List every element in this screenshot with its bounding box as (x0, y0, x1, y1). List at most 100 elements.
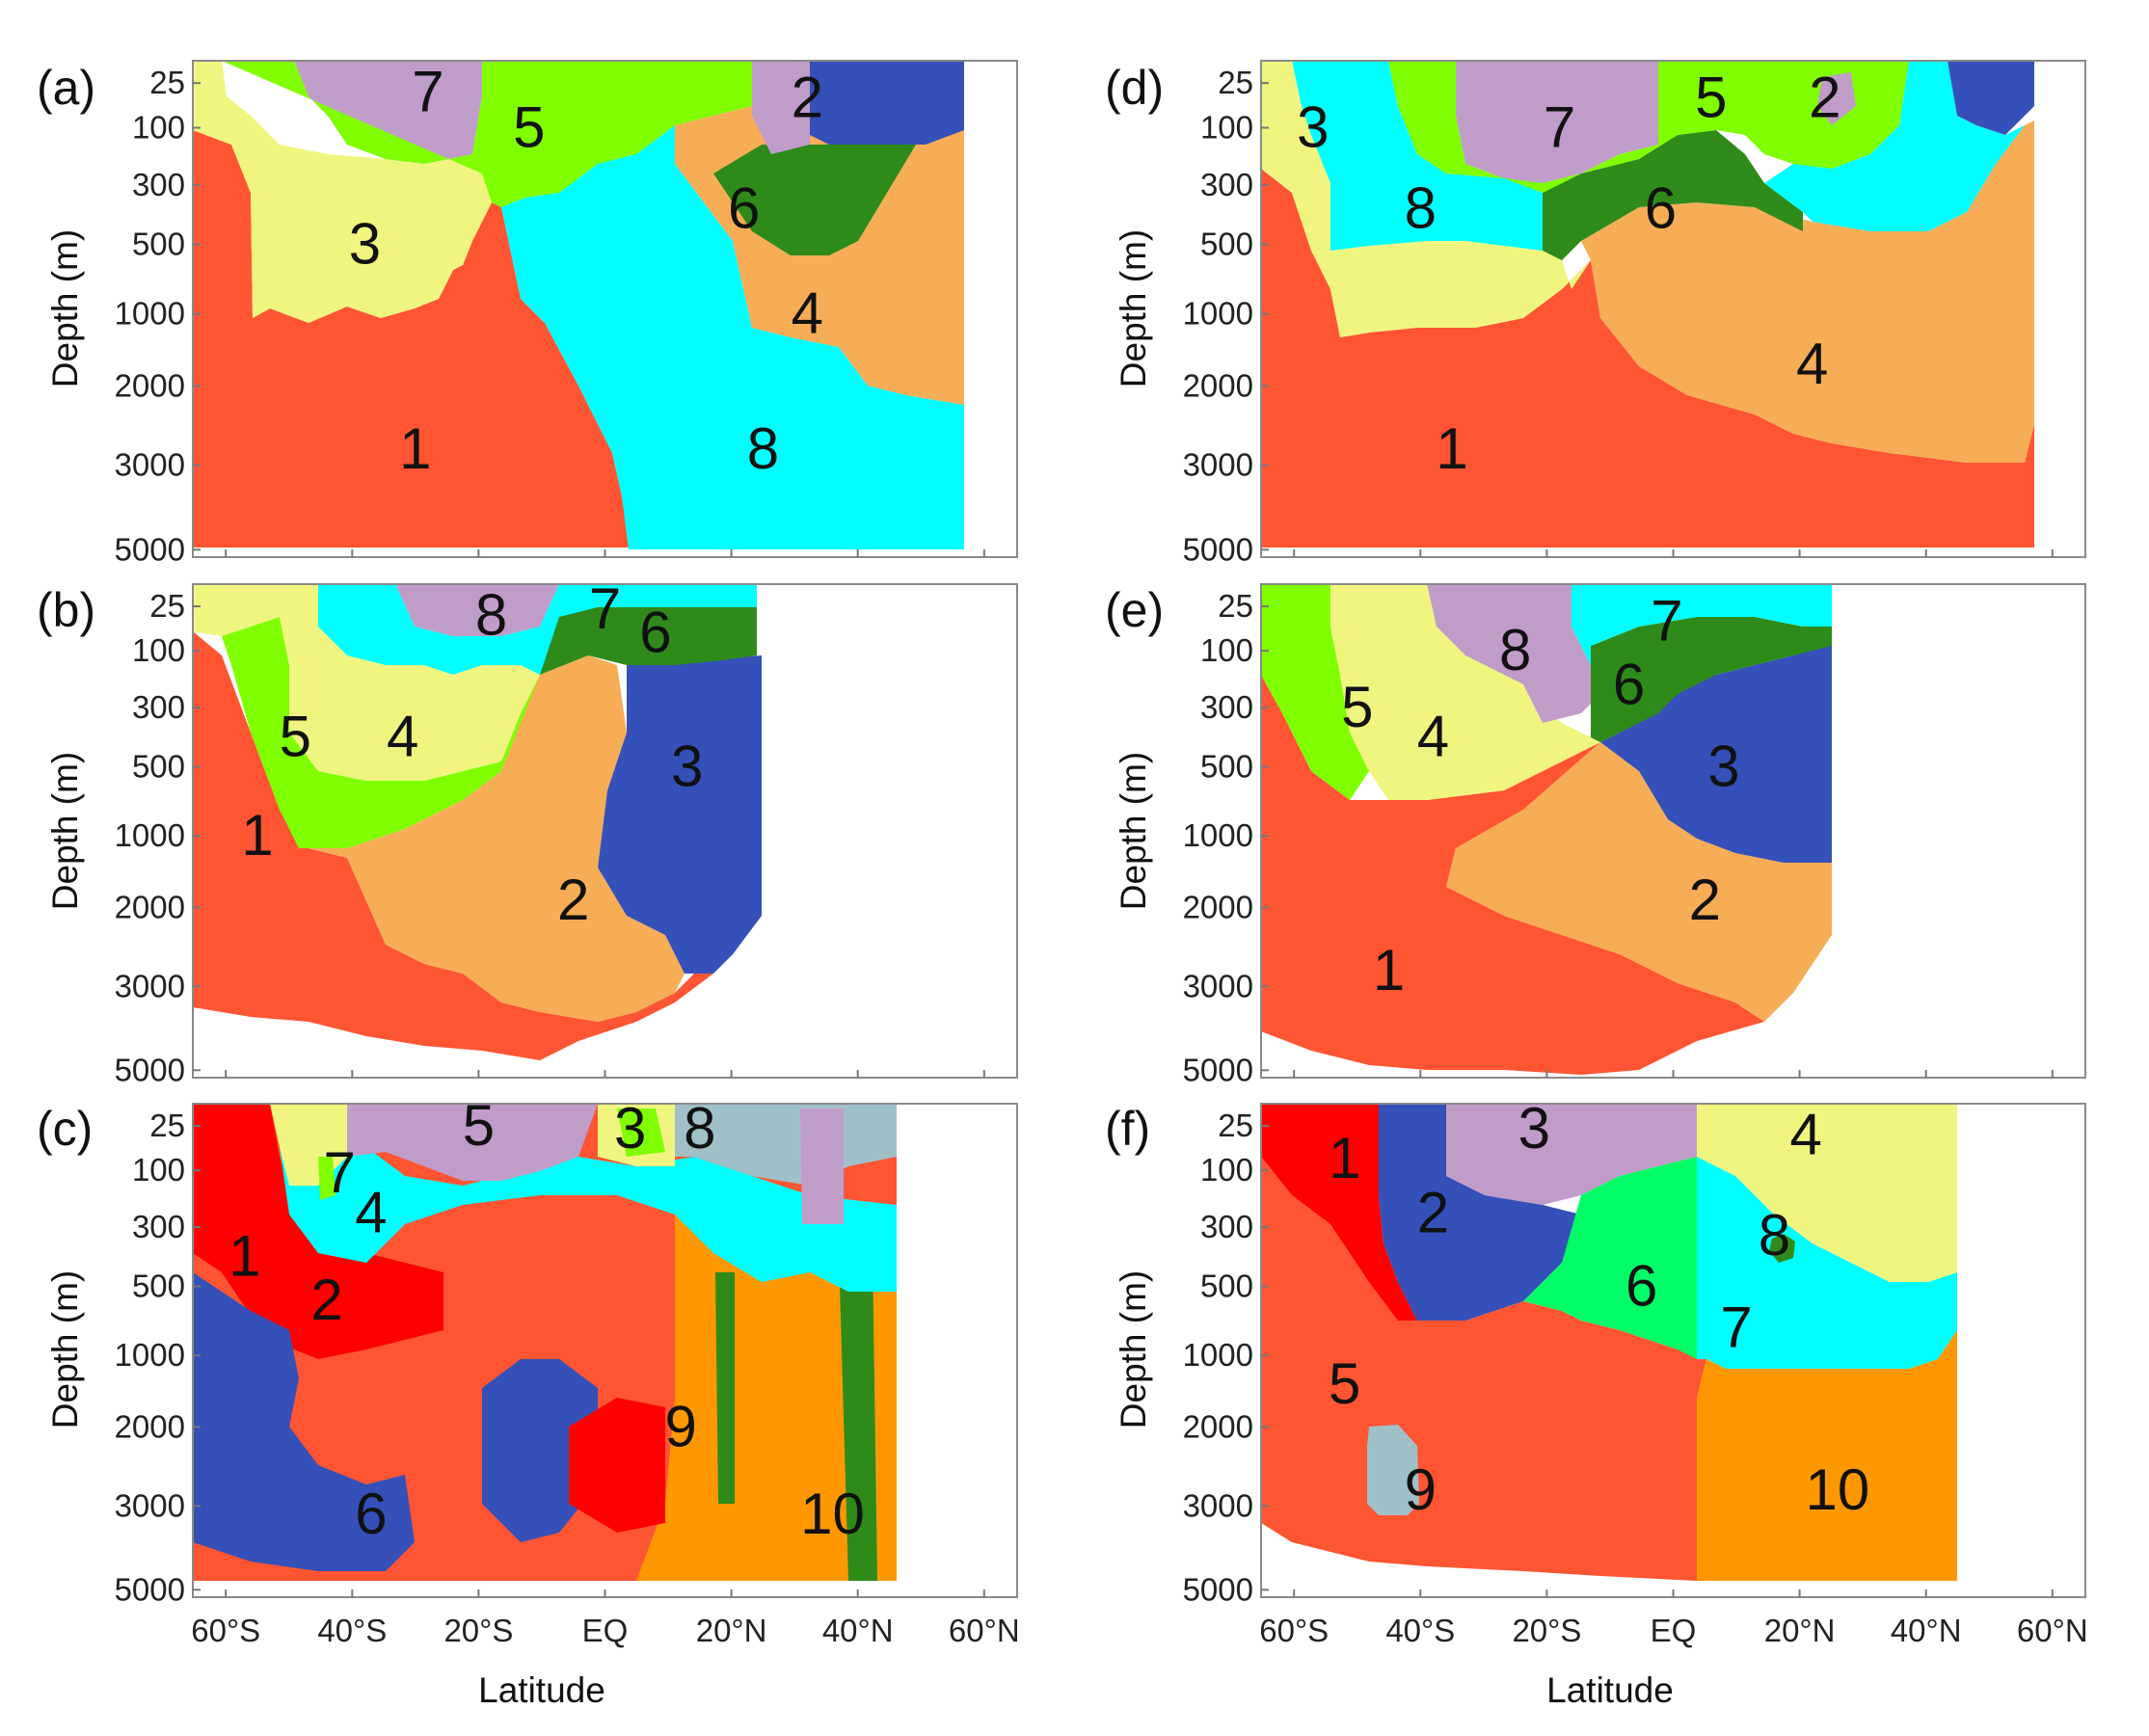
y-tick-label: 5000 (115, 531, 185, 567)
panel-e (1261, 584, 1832, 1075)
region-label: 2 (1809, 66, 1840, 130)
region-label: 1 (228, 1224, 260, 1289)
y-tick-label: 3000 (115, 447, 185, 483)
region-5-shape (347, 1104, 598, 1181)
y-tick-label: 5000 (1183, 1052, 1253, 1087)
region-2-shape (299, 655, 685, 1022)
y-tick-label: 5000 (1183, 531, 1253, 567)
y-tick-label: 2000 (1183, 1408, 1253, 1444)
region-label: 3 (1297, 95, 1329, 160)
region-7-shape (1697, 1157, 1957, 1369)
y-tick-label: 100 (132, 632, 185, 668)
y-tick-label: 5000 (115, 1052, 185, 1087)
region-2-shape (1948, 61, 2034, 135)
region-5-shape (1388, 61, 1909, 193)
region-9-strip-shape (715, 1272, 735, 1504)
region-7-shape (318, 584, 757, 675)
region-label: 1 (241, 803, 273, 868)
region-label: 1 (1436, 416, 1467, 481)
y-tick-label: 1000 (115, 817, 185, 853)
region-label: 3 (671, 734, 703, 798)
region-label: 8 (684, 1096, 715, 1161)
region-label: 8 (1405, 175, 1437, 240)
y-tick-label: 300 (1200, 689, 1253, 725)
x-tick-label: 40°N (822, 1613, 894, 1648)
region-8b-shape (800, 1108, 844, 1224)
y-axis-title: Depth (m) (45, 1270, 85, 1429)
region-8-shape (501, 125, 964, 549)
region-label: 4 (1789, 1102, 1821, 1166)
region-label: 3 (1707, 734, 1739, 798)
region-4-shape (193, 584, 540, 781)
y-tick-label: 25 (149, 65, 185, 100)
panel-label: (d) (1105, 61, 1164, 115)
region-label: 3 (614, 1096, 646, 1161)
region-label: 7 (1720, 1295, 1752, 1359)
region-9-shape (1367, 1425, 1419, 1515)
region-5-shape (222, 61, 752, 207)
region-1-shape (1261, 675, 1764, 1075)
panel-label: (e) (1105, 583, 1164, 637)
region-label: 6 (355, 1482, 387, 1546)
x-tick-label: 20°S (443, 1613, 513, 1648)
panel-label: (f) (1105, 1102, 1150, 1156)
y-tick-label: 5000 (1183, 1571, 1253, 1607)
x-tick-label: EQ (1651, 1613, 1697, 1648)
y-tick-label: 300 (132, 167, 185, 202)
y-tick-label: 25 (1218, 1108, 1253, 1143)
region-4-shape (1697, 1104, 1957, 1282)
region-4-shape (1330, 584, 1600, 800)
y-tick-label: 5000 (115, 1571, 185, 1607)
region-label: 9 (664, 1394, 696, 1458)
x-tick-label: 60°S (191, 1613, 260, 1648)
region-label: 7 (1651, 588, 1682, 653)
y-tick-label: 300 (1200, 1209, 1253, 1244)
region-7-shape (1456, 61, 1658, 183)
region-label: 5 (463, 1093, 495, 1158)
y-tick-label: 100 (1200, 110, 1253, 146)
region-3-shape (1261, 61, 1591, 337)
region-1-shape (1261, 169, 2034, 548)
region-label: 5 (1329, 1351, 1360, 1416)
region-label: 4 (355, 1180, 387, 1244)
x-tick-label: 60°S (1259, 1613, 1329, 1648)
y-tick-label: 3000 (1183, 968, 1253, 1003)
region-8-shape (1769, 1234, 1795, 1263)
region-4-shape (1581, 120, 2034, 463)
y-tick-label: 1000 (1183, 1337, 1253, 1373)
region-label: 9 (1405, 1457, 1437, 1522)
region-label: 8 (1759, 1203, 1790, 1268)
panel-d (1261, 61, 2034, 548)
y-tick-label: 100 (1200, 632, 1253, 668)
x-axis-title: Latitude (1546, 1670, 1674, 1710)
region-5b-shape (1817, 72, 1856, 125)
region-label: 3 (1518, 1096, 1550, 1161)
y-tick-label: 1000 (115, 1337, 185, 1373)
region-8-shape (1292, 61, 1581, 251)
region-8-shape (1427, 584, 1600, 723)
panel-f (1261, 1104, 1957, 1581)
y-tick-label: 1000 (1183, 817, 1253, 853)
region-label: 10 (800, 1482, 865, 1546)
region-label: 7 (324, 1140, 356, 1205)
y-tick-label: 25 (1218, 65, 1253, 100)
panel-b (193, 584, 762, 1060)
region-5-shape (1261, 584, 1369, 800)
region-label: 6 (1645, 175, 1677, 240)
x-tick-label: 40°S (1385, 1613, 1455, 1648)
region-5-shape (222, 617, 540, 848)
region-label: 8 (1499, 618, 1531, 682)
region-label: 4 (1417, 705, 1449, 769)
region-3-shape (1600, 636, 1832, 863)
region-4-shape (280, 1128, 897, 1292)
region-7b-shape (752, 61, 810, 154)
region-6-shape (540, 607, 757, 675)
region-label: 7 (1544, 95, 1575, 160)
panel-c (193, 1104, 897, 1581)
y-tick-label: 300 (132, 689, 185, 725)
y-tick-label: 500 (1200, 227, 1253, 262)
region-red-strip-shape (569, 1398, 665, 1533)
x-tick-label: 60°N (2017, 1613, 2088, 1648)
region-3-shape (1446, 1104, 1697, 1205)
y-tick-label: 3000 (115, 968, 185, 1003)
